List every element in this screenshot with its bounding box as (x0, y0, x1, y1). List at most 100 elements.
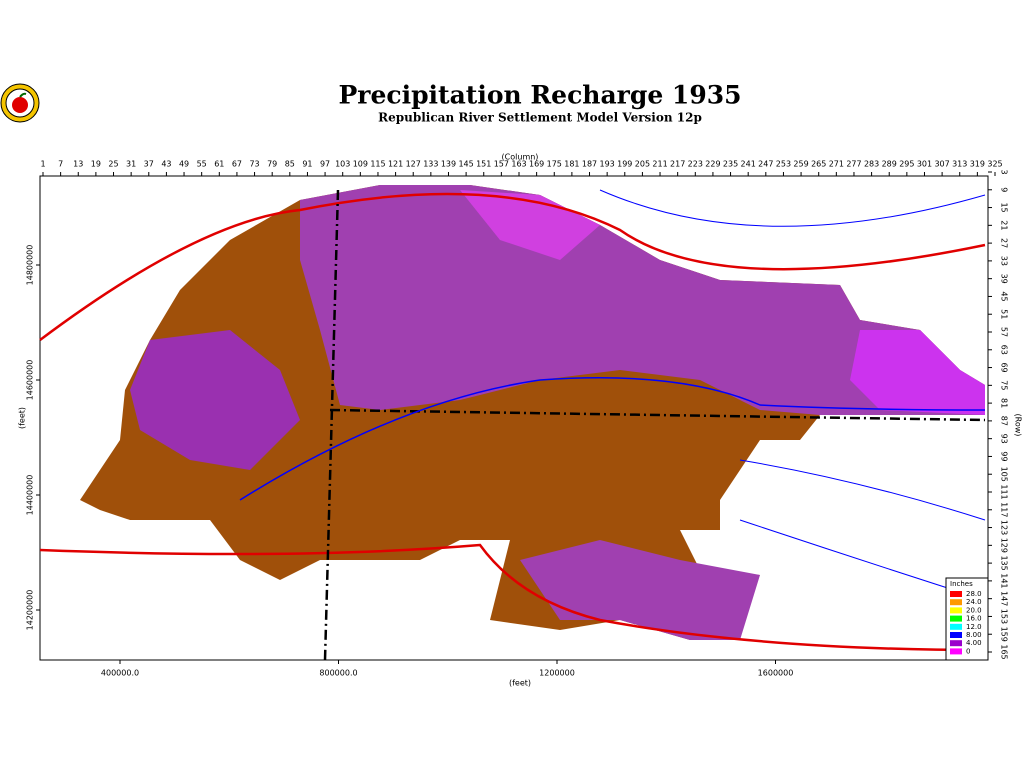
row-tick-label: 147 (1000, 591, 1009, 606)
legend-swatch (950, 623, 962, 630)
legend-swatch (950, 632, 962, 638)
legend-label: 4.00 (966, 639, 982, 647)
column-tick-label: 157 (494, 160, 509, 169)
legend-swatch (950, 591, 962, 597)
row-tick-label: 57 (1000, 327, 1009, 337)
y-feet-tick-label: 14200000 (26, 590, 35, 631)
legend-label: 28.0 (966, 590, 982, 598)
column-tick-label: 1 (40, 160, 45, 169)
column-tick-label: 193 (600, 160, 615, 169)
column-tick-label: 127 (406, 160, 421, 169)
column-tick-label: 25 (108, 160, 118, 169)
column-tick-label: 85 (285, 160, 295, 169)
column-tick-label: 19 (91, 160, 101, 169)
row-tick-label: 15 (1000, 202, 1009, 212)
legend-swatch (950, 607, 962, 614)
y-feet-label: (feet) (18, 407, 27, 429)
row-tick-label: 27 (1000, 238, 1009, 248)
legend-label: 12.0 (966, 623, 982, 631)
column-tick-label: 259 (793, 160, 808, 169)
column-tick-label: 61 (214, 160, 224, 169)
column-tick-label: 247 (758, 160, 773, 169)
column-tick-label: 67 (232, 160, 242, 169)
column-tick-label: 241 (741, 160, 756, 169)
column-tick-label: 73 (249, 160, 259, 169)
column-tick-label: 121 (388, 160, 403, 169)
column-tick-label: 283 (864, 160, 879, 169)
row-tick-label: 99 (1000, 451, 1009, 461)
column-tick-label: 97 (320, 160, 330, 169)
column-tick-label: 253 (776, 160, 791, 169)
column-tick-label: 235 (723, 160, 738, 169)
column-tick-label: 31 (126, 160, 136, 169)
row-tick-label: 153 (1000, 609, 1009, 624)
column-tick-label: 13 (73, 160, 83, 169)
row-tick-label: 123 (1000, 520, 1009, 535)
row-tick-label: 159 (1000, 627, 1009, 642)
y-feet-tick-label: 14800000 (26, 245, 35, 286)
subtitle: Republican River Settlement Model Versio… (378, 111, 702, 125)
column-tick-label: 223 (688, 160, 703, 169)
row-tick-label: 135 (1000, 555, 1009, 570)
logo (0, 83, 40, 123)
column-tick-label: 91 (302, 160, 312, 169)
column-tick-label: 211 (652, 160, 667, 169)
map (39, 175, 989, 661)
legend-label: 8.00 (966, 631, 982, 639)
column-tick-label: 103 (335, 160, 350, 169)
column-tick-label: 79 (267, 160, 277, 169)
row-tick-label: 117 (1000, 502, 1009, 517)
legend-label: 16.0 (966, 615, 982, 623)
column-tick-label: 181 (564, 160, 579, 169)
legend-label: 24.0 (966, 598, 982, 606)
row-tick-label: 165 (1000, 644, 1009, 659)
column-tick-label: 139 (441, 160, 456, 169)
column-tick-label: 217 (670, 160, 685, 169)
column-tick-label: 271 (829, 160, 844, 169)
column-tick-label: 145 (458, 160, 473, 169)
row-tick-label: 3 (1000, 169, 1009, 174)
x-feet-tick-label: 1200000 (539, 669, 575, 678)
column-tick-label: 55 (197, 160, 207, 169)
column-tick-label: 313 (952, 160, 967, 169)
row-tick-label: 21 (1000, 220, 1009, 230)
column-tick-label: 295 (899, 160, 914, 169)
column-tick-label: 109 (353, 160, 368, 169)
legend-swatch (950, 615, 962, 622)
column-tick-label: 205 (635, 160, 650, 169)
column-tick-label: 289 (882, 160, 897, 169)
y-feet-tick-label: 14400000 (26, 475, 35, 516)
column-tick-label: 133 (423, 160, 438, 169)
legend-swatch (950, 640, 962, 647)
row-tick-label: 105 (1000, 467, 1009, 482)
row-tick-label: 63 (1000, 345, 1009, 355)
x-feet-tick-label: 1600000 (758, 669, 794, 678)
legend-swatch (950, 648, 962, 655)
column-tick-label: 187 (582, 160, 597, 169)
column-tick-label: 307 (934, 160, 949, 169)
row-tick-label: 33 (1000, 256, 1009, 266)
row-tick-label: 75 (1000, 380, 1009, 390)
column-tick-label: 229 (705, 160, 720, 169)
legend-swatch (950, 599, 962, 606)
title: Precipitation Recharge 1935 (338, 81, 741, 110)
row-tick-label: 45 (1000, 291, 1009, 301)
row-tick-label: 87 (1000, 416, 1009, 426)
row-label: (Row) (1014, 414, 1023, 437)
row-tick-label: 9 (1000, 187, 1009, 192)
column-tick-label: 163 (511, 160, 526, 169)
column-tick-label: 301 (917, 160, 932, 169)
column-tick-label: 43 (161, 160, 171, 169)
column-tick-label: 319 (970, 160, 985, 169)
column-tick-label: 151 (476, 160, 491, 169)
x-feet-tick-label: 400000.0 (101, 669, 139, 678)
column-tick-label: 277 (846, 160, 861, 169)
column-tick-label: 115 (370, 160, 385, 169)
column-tick-label: 325 (987, 160, 1002, 169)
legend-title: Inches (950, 580, 973, 588)
column-label: (Column) (502, 153, 539, 162)
column-tick-label: 169 (529, 160, 544, 169)
column-tick-label: 49 (179, 160, 189, 169)
row-tick-label: 81 (1000, 398, 1009, 408)
